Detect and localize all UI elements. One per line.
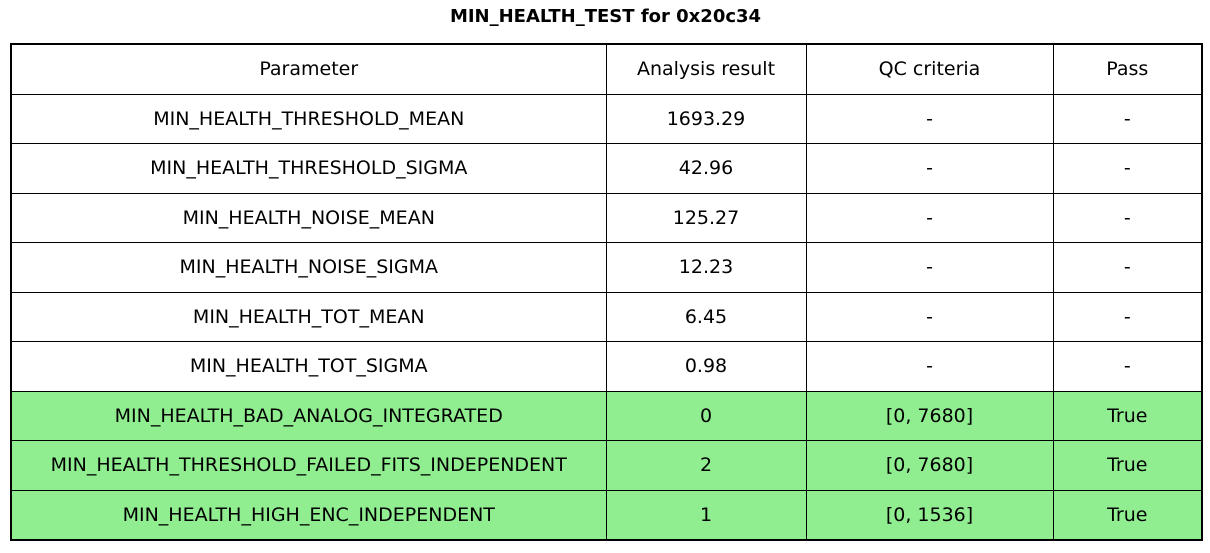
analysis-result-cell: 0.98 — [605, 341, 807, 392]
analysis-result-cell: 1693.29 — [605, 93, 807, 144]
table-body: MIN_HEALTH_THRESHOLD_MEAN 1693.29- - MIN_HE… — [10, 93, 1203, 541]
table-row: MIN_HEALTH_THRESHOLD_SIGMA 42.96- - — [10, 143, 1203, 194]
table-row: MIN_HEALTH_THRESHOLD_MEAN 1693.29- - — [10, 93, 1203, 144]
pass-cell: - — [1052, 192, 1203, 243]
table-row: MIN_HEALTH_TOT_SIGMA 0.98- - — [10, 341, 1203, 392]
analysis-result-cell: 2 — [605, 440, 807, 491]
pass-cell: - — [1052, 341, 1203, 392]
qc-criteria-cell: - — [805, 93, 1054, 144]
table-row: MIN_HEALTH_THRESHOLD_FAILED_FITS_INDEPEN… — [10, 440, 1203, 491]
pass-cell: True — [1052, 440, 1203, 491]
pass-cell: - — [1052, 143, 1203, 194]
pass-cell: - — [1052, 291, 1203, 342]
parameter-cell: MIN_HEALTH_TOT_SIGMA — [10, 341, 607, 392]
table-header: Parameter Analysis result QC criteria Pa… — [10, 43, 1203, 95]
qc-criteria-cell: - — [805, 143, 1054, 194]
column-header-qc-criteria: QC criteria — [805, 43, 1054, 95]
header-row: Parameter Analysis result QC criteria Pa… — [10, 43, 1203, 95]
pass-cell: True — [1052, 390, 1203, 441]
analysis-result-cell: 1 — [605, 489, 807, 541]
analysis-result-cell: 0 — [605, 390, 807, 441]
qc-criteria-cell: [0, 1536] — [805, 489, 1054, 541]
figure-title: MIN_HEALTH_TEST for 0x20c34 — [449, 6, 762, 27]
analysis-result-cell: 125.27 — [605, 192, 807, 243]
column-header-parameter: Parameter — [10, 43, 607, 95]
pass-cell: True — [1052, 489, 1203, 541]
pass-cell: - — [1052, 242, 1203, 293]
qc-criteria-cell: [0, 7680] — [805, 440, 1054, 491]
table-row: MIN_HEALTH_NOISE_MEAN 125.27- - — [10, 192, 1203, 243]
parameter-cell: MIN_HEALTH_BAD_ANALOG_INTEGRATED — [10, 390, 607, 441]
qc-results-table: Parameter Analysis result QC criteria Pa… — [10, 43, 1203, 541]
parameter-cell: MIN_HEALTH_THRESHOLD_FAILED_FITS_INDEPEN… — [10, 440, 607, 491]
analysis-result-cell: 6.45 — [605, 291, 807, 342]
parameter-cell: MIN_HEALTH_THRESHOLD_MEAN — [10, 93, 607, 144]
parameter-cell: MIN_HEALTH_THRESHOLD_SIGMA — [10, 143, 607, 194]
table-row: MIN_HEALTH_NOISE_SIGMA 12.23- - — [10, 242, 1203, 293]
parameter-cell: MIN_HEALTH_HIGH_ENC_INDEPENDENT — [10, 489, 607, 541]
table-row: MIN_HEALTH_HIGH_ENC_INDEPENDENT 1 [0, 1536… — [10, 489, 1203, 541]
qc-criteria-cell: [0, 7680] — [805, 390, 1054, 441]
qc-criteria-cell: - — [805, 291, 1054, 342]
table-row: MIN_HEALTH_BAD_ANALOG_INTEGRATED 0 [0, 768… — [10, 390, 1203, 441]
pass-cell: - — [1052, 93, 1203, 144]
column-header-pass: Pass — [1052, 43, 1203, 95]
parameter-cell: MIN_HEALTH_NOISE_MEAN — [10, 192, 607, 243]
analysis-result-cell: 42.96 — [605, 143, 807, 194]
qc-criteria-cell: - — [805, 242, 1054, 293]
column-header-analysis-result: Analysis result — [605, 43, 807, 95]
qc-criteria-cell: - — [805, 341, 1054, 392]
parameter-cell: MIN_HEALTH_NOISE_SIGMA — [10, 242, 607, 293]
parameter-cell: MIN_HEALTH_TOT_MEAN — [10, 291, 607, 342]
qc-criteria-cell: - — [805, 192, 1054, 243]
analysis-result-cell: 12.23 — [605, 242, 807, 293]
table-row: MIN_HEALTH_TOT_MEAN 6.45- - — [10, 291, 1203, 342]
